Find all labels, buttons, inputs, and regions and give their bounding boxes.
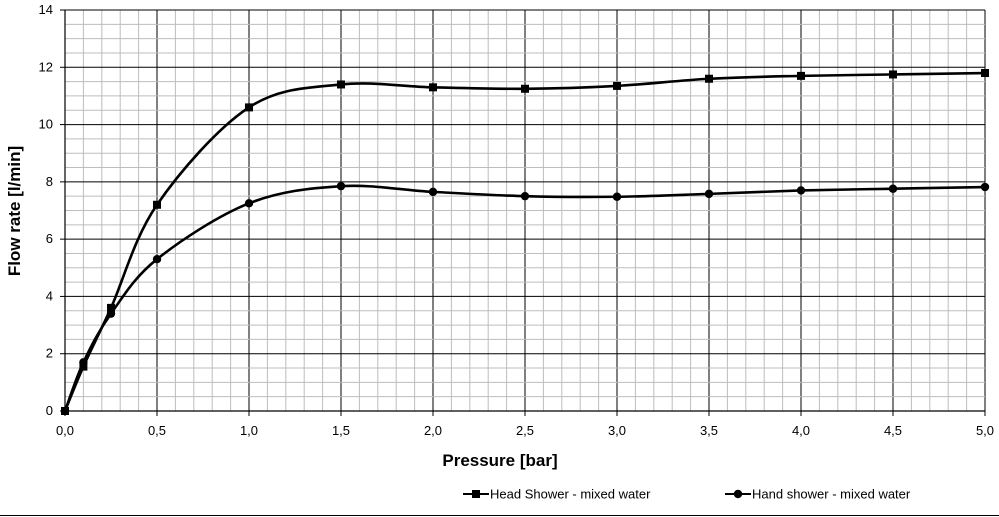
x-tick-label: 3,5 (700, 423, 718, 438)
data-point-hand-shower (980, 182, 990, 192)
x-tick-label: 0,5 (148, 423, 166, 438)
data-point-hand-shower (704, 189, 714, 199)
legend: Head Shower - mixed water Hand shower - m… (463, 487, 911, 502)
data-point-head-shower (705, 74, 713, 83)
x-tick-label: 1,0 (240, 423, 258, 438)
y-axis-title: Flow rate [l/min] (5, 146, 24, 276)
x-tick-label: 1,5 (332, 423, 350, 438)
data-point-head-shower (337, 80, 345, 89)
data-point-hand-shower (612, 192, 622, 201)
data-point-hand-shower (796, 186, 806, 195)
axes (60, 9, 986, 416)
grid (64, 9, 986, 412)
y-tick-label: 6 (46, 231, 53, 246)
data-point-hand-shower (428, 187, 438, 197)
data-point-hand-shower (79, 358, 88, 367)
data-point-hand-shower (520, 191, 530, 201)
data-point-head-shower (245, 103, 253, 112)
y-tick-label: 0 (46, 403, 53, 418)
x-tick-label: 4,0 (792, 423, 810, 438)
data-point-head-shower (153, 200, 161, 209)
y-tick-label: 2 (46, 346, 53, 361)
data-point-hand-shower (60, 406, 70, 416)
x-tick-label: 4,5 (884, 423, 902, 438)
x-axis-title: Pressure [bar] (442, 451, 557, 470)
legend-marker (472, 490, 480, 498)
data-point-head-shower (981, 69, 989, 78)
x-tick-label: 2,5 (516, 423, 534, 438)
data-point-head-shower (889, 70, 897, 79)
tick-labels: 0,0 0,5 1,0 1,5 2,0 2,5 3,0 3,5 4,0 4,5 5,0 0 2 4 6 8 10… (39, 2, 995, 438)
data-point-hand-shower (244, 199, 254, 208)
data-point-hand-shower (152, 254, 162, 264)
data-point-head-shower (521, 84, 529, 93)
data-point-head-shower (429, 83, 437, 92)
data-point-head-shower (797, 71, 805, 80)
x-tick-label: 5,0 (976, 423, 994, 438)
data-point-head-shower (613, 81, 621, 90)
x-tick-label: 0,0 (56, 423, 74, 438)
data-point-hand-shower (888, 184, 898, 193)
y-tick-label: 8 (46, 174, 53, 189)
y-tick-label: 4 (46, 288, 53, 303)
y-tick-label: 14 (39, 2, 53, 17)
legend-label: Hand shower - mixed water (752, 487, 911, 502)
data-point-hand-shower (336, 181, 346, 191)
data-point-hand-shower (106, 309, 116, 318)
bottom-divider (0, 515, 999, 516)
data-point-head-shower (107, 303, 115, 312)
y-tick-label: 10 (39, 117, 53, 132)
legend-marker (733, 489, 743, 499)
x-tick-label: 3,0 (608, 423, 626, 438)
series (60, 69, 990, 416)
legend-label: Head Shower - mixed water (490, 487, 651, 502)
x-tick-label: 2,0 (424, 423, 442, 438)
data-point-head-shower (79, 362, 88, 371)
y-tick-label: 12 (39, 59, 53, 74)
